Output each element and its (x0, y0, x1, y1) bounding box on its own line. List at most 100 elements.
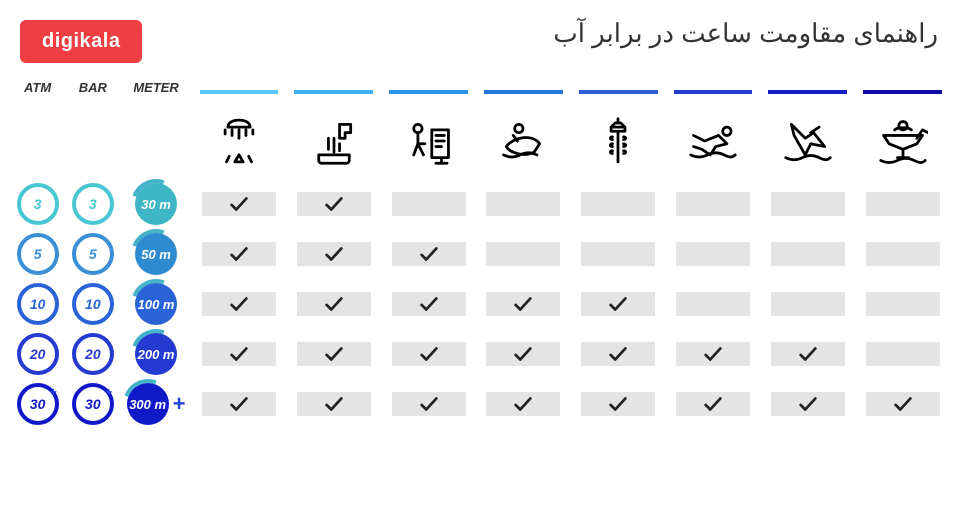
cell-2-4 (581, 292, 655, 316)
cell-1-1 (297, 242, 371, 266)
atm-badge-3: 20 (17, 333, 59, 375)
activity-cap-5 (674, 90, 753, 94)
cell-3-4 (581, 342, 655, 366)
activity-icon-1 (286, 111, 381, 171)
meter-badge-1: 50 m (135, 233, 177, 275)
cell-0-3 (486, 192, 560, 216)
activity-cap-3 (484, 90, 563, 94)
bar-badge-0: 3 (72, 183, 114, 225)
check-icon (418, 393, 440, 415)
cell-4-6 (771, 392, 845, 416)
header-atm: ATM (10, 80, 65, 103)
cell-1-7 (866, 242, 940, 266)
water-resistance-table: ATMBARMETER3330 m5550 m1010100 m2020200 … (10, 80, 950, 429)
cell-3-2 (392, 342, 466, 366)
activity-cap-0 (200, 90, 279, 94)
check-icon (418, 243, 440, 265)
activity-icon-3 (476, 111, 571, 171)
cell-0-1 (297, 192, 371, 216)
check-icon (607, 343, 629, 365)
check-icon (228, 243, 250, 265)
logo: digikala (20, 20, 142, 63)
cell-2-2 (392, 292, 466, 316)
cell-1-5 (676, 242, 750, 266)
meter-badge-4: 300 m (127, 383, 169, 425)
cell-0-0 (202, 192, 276, 216)
bar-badge-3: 20 (72, 333, 114, 375)
atm-badge-2: 10 (17, 283, 59, 325)
plus-badge: + (105, 385, 112, 399)
cell-3-3 (486, 342, 560, 366)
bar-badge-4: 30+ (72, 383, 114, 425)
cell-1-3 (486, 242, 560, 266)
check-icon (512, 293, 534, 315)
cell-4-0 (202, 392, 276, 416)
cell-4-3 (486, 392, 560, 416)
check-icon (892, 393, 914, 415)
check-icon (228, 293, 250, 315)
cell-3-7 (866, 342, 940, 366)
check-icon (323, 243, 345, 265)
cell-4-7 (866, 392, 940, 416)
cell-0-2 (392, 192, 466, 216)
activity-cap-1 (294, 90, 373, 94)
atm-badge-4: 30+ (17, 383, 59, 425)
check-icon (228, 393, 250, 415)
cell-4-1 (297, 392, 371, 416)
atm-badge-1: 5 (17, 233, 59, 275)
activity-cap-4 (579, 90, 658, 94)
check-icon (323, 393, 345, 415)
activity-cap-7 (863, 90, 942, 94)
check-icon (797, 343, 819, 365)
check-icon (512, 343, 534, 365)
cell-3-6 (771, 342, 845, 366)
meter-badge-3: 200 m (135, 333, 177, 375)
meter-badge-0: 30 m (135, 183, 177, 225)
cell-1-6 (771, 242, 845, 266)
cell-0-6 (771, 192, 845, 216)
page-title: راهنمای مقاومت ساعت در برابر آب (553, 18, 938, 49)
cell-2-6 (771, 292, 845, 316)
bar-badge-2: 10 (72, 283, 114, 325)
check-icon (512, 393, 534, 415)
cell-4-4 (581, 392, 655, 416)
activity-icon-7 (855, 111, 950, 171)
cell-2-7 (866, 292, 940, 316)
activity-icon-6 (760, 111, 855, 171)
header-meter: METER (120, 80, 191, 103)
plus-badge: + (50, 385, 57, 399)
check-icon (607, 293, 629, 315)
cell-4-5 (676, 392, 750, 416)
cell-0-7 (866, 192, 940, 216)
check-icon (228, 343, 250, 365)
cell-2-0 (202, 292, 276, 316)
activity-icon-5 (666, 111, 761, 171)
meter-badge-2: 100 m (135, 283, 177, 325)
cell-3-0 (202, 342, 276, 366)
check-icon (702, 393, 724, 415)
cell-0-5 (676, 192, 750, 216)
cell-1-0 (202, 242, 276, 266)
check-icon (607, 393, 629, 415)
bar-badge-1: 5 (72, 233, 114, 275)
cell-1-2 (392, 242, 466, 266)
check-icon (418, 343, 440, 365)
cell-2-5 (676, 292, 750, 316)
check-icon (323, 343, 345, 365)
check-icon (323, 293, 345, 315)
check-icon (702, 343, 724, 365)
cell-0-4 (581, 192, 655, 216)
check-icon (418, 293, 440, 315)
check-icon (797, 393, 819, 415)
header-bar: BAR (65, 80, 120, 103)
cell-1-4 (581, 242, 655, 266)
activity-icon-2 (381, 111, 476, 171)
activity-cap-2 (389, 90, 468, 94)
check-icon (323, 193, 345, 215)
activity-cap-6 (768, 90, 847, 94)
activity-icon-4 (571, 111, 666, 171)
cell-2-1 (297, 292, 371, 316)
cell-3-1 (297, 342, 371, 366)
cell-4-2 (392, 392, 466, 416)
cell-3-5 (676, 342, 750, 366)
